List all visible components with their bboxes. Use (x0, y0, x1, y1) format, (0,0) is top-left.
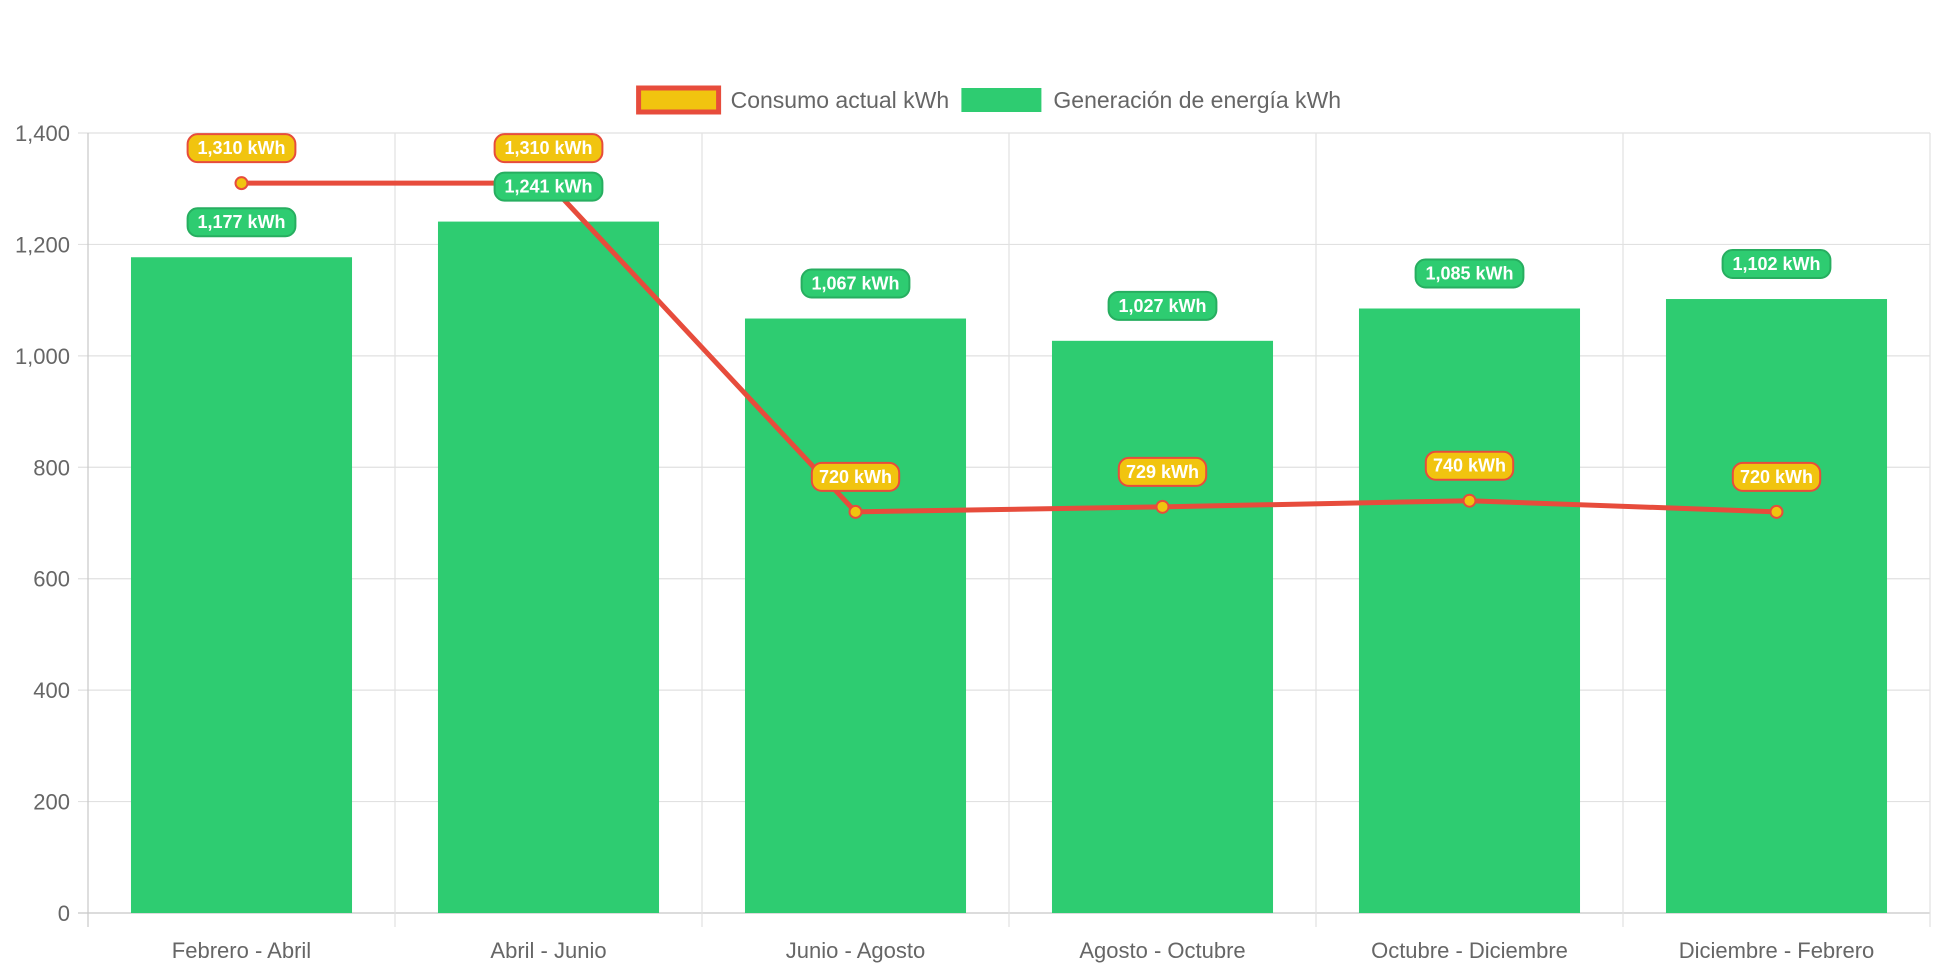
line-value-label-box (1731, 461, 1822, 492)
bar-value-label-box (1414, 258, 1525, 289)
bar[interactable] (1665, 299, 1888, 913)
bar-value-label: 1,085 kWh (1414, 258, 1525, 289)
legend-label[interactable]: Generación de energía kWh (1053, 87, 1341, 113)
y-tick-label: 0 (58, 901, 70, 926)
bar-value-label: 1,177 kWh (186, 207, 297, 238)
y-tick-label: 800 (33, 455, 70, 480)
bar[interactable] (744, 318, 967, 913)
line-value-label-text: 740 kWh (1433, 456, 1506, 476)
line-point[interactable] (848, 504, 863, 519)
bar-value-label-box (800, 268, 911, 299)
x-tick-label: Junio - Agosto (786, 938, 925, 963)
bar-series (130, 221, 1888, 914)
data-labels: 1,177 kWh 1,241 kWh 1,067 kWh 1,027 kWh 1,08… (186, 133, 1832, 492)
line-value-label-text: 1,310 kWh (197, 138, 285, 158)
bar-value-label-text: 1,085 kWh (1425, 264, 1513, 284)
line-value-label: 1,310 kWh (493, 133, 604, 164)
y-tick-label: 400 (33, 678, 70, 703)
bar-value-label: 1,067 kWh (800, 268, 911, 299)
bar-value-label-box (1107, 290, 1218, 321)
bar-value-label: 1,241 kWh (493, 171, 604, 202)
bar[interactable] (437, 221, 660, 914)
y-tick-label: 1,400 (15, 121, 70, 146)
x-tick-label: Febrero - Abril (172, 938, 311, 963)
x-tick-label: Diciembre - Febrero (1679, 938, 1875, 963)
line-value-label-text: 720 kWh (1740, 467, 1813, 487)
y-tick-label: 600 (33, 567, 70, 592)
bar[interactable] (1051, 340, 1274, 913)
line-point[interactable] (1462, 493, 1477, 508)
line-value-label-text: 729 kWh (1126, 462, 1199, 482)
x-tick-label: Agosto - Octubre (1079, 938, 1245, 963)
bar-value-label-text: 1,177 kWh (197, 212, 285, 232)
legend-swatch[interactable] (961, 88, 1042, 112)
line-value-label: 1,310 kWh (186, 133, 297, 164)
bar-value-label-text: 1,027 kWh (1118, 296, 1206, 316)
line-value-label-box (493, 133, 604, 164)
line-value-label: 720 kWh (810, 461, 901, 492)
bar-value-label-box (186, 207, 297, 238)
line-value-label-text: 1,310 kWh (504, 138, 592, 158)
legend: Consumo actual kWh Generación de energía … (636, 85, 1341, 115)
axes: 0 200 400 600 800 1,000 1,200 1,400 Febrero - Ab… (15, 121, 1874, 963)
grid-lines (78, 132, 1931, 927)
line-value-label-box (810, 461, 901, 492)
line-value-label: 729 kWh (1117, 456, 1208, 487)
line-value-label-box (1117, 456, 1208, 487)
y-tick-label: 1,000 (15, 344, 70, 369)
line-point[interactable] (1769, 504, 1784, 519)
bar-value-label: 1,102 kWh (1721, 249, 1832, 280)
bar-value-label-text: 1,241 kWh (504, 177, 592, 197)
line-value-label: 720 kWh (1731, 461, 1822, 492)
legend-label[interactable]: Consumo actual kWh (731, 87, 950, 113)
y-tick-label: 200 (33, 790, 70, 815)
bar[interactable] (1358, 308, 1581, 914)
bar[interactable] (130, 257, 353, 913)
legend-swatch[interactable] (636, 85, 722, 115)
line-value-label: 740 kWh (1424, 450, 1515, 481)
x-tick-label: Abril - Junio (490, 938, 606, 963)
x-tick-label: Octubre - Diciembre (1371, 938, 1568, 963)
bar-value-label: 1,027 kWh (1107, 290, 1218, 321)
line-value-label-text: 720 kWh (819, 467, 892, 487)
line-value-label-box (1424, 450, 1515, 481)
line-value-label-box (186, 133, 297, 164)
bar-value-label-text: 1,102 kWh (1732, 254, 1820, 274)
bar-value-label-text: 1,067 kWh (811, 274, 899, 294)
line-point[interactable] (234, 176, 249, 191)
y-tick-label: 1,200 (15, 232, 70, 257)
bar-value-label-box (493, 171, 604, 202)
bar-value-label-box (1721, 249, 1832, 280)
line-point[interactable] (1155, 499, 1170, 514)
